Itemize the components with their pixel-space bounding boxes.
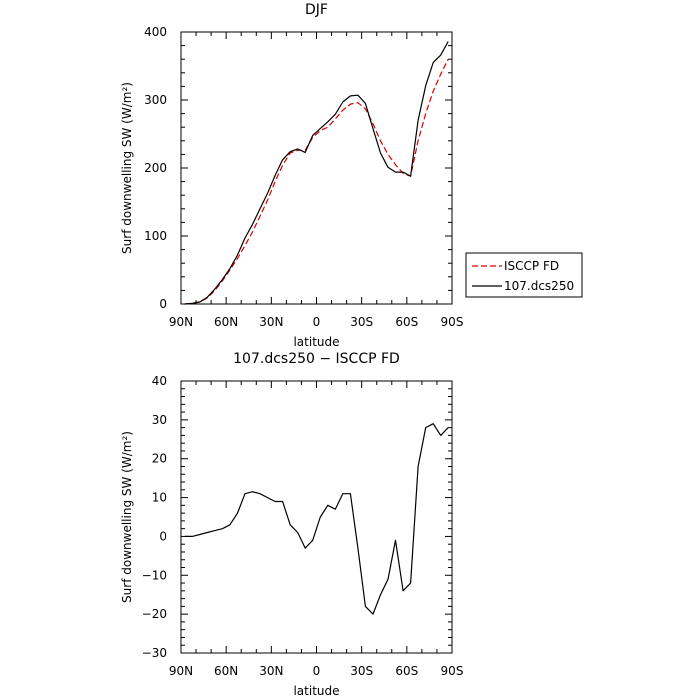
legend-box [465,252,583,298]
y-tick-label: 0 [159,297,167,311]
x-tick-label: 90N [169,315,193,329]
x-tick-label: 90N [169,664,193,678]
x-tick-label: 30N [259,315,283,329]
y-tick-label: 100 [144,229,167,243]
y-tick-label: 0 [159,529,167,543]
y-axis-label: Surf downwelling SW (W/m²) [120,431,134,603]
chart-2: 90N 60N 30N 0 30S 60S 90S −30 −20 −10 0 10 20 30 40 107… [120,351,463,698]
x-tick-label: 30S [350,315,373,329]
y-tick-label: 40 [152,374,167,388]
y-tick-label: 20 [152,452,167,466]
series-line-isccp-fd [184,58,449,305]
x-tick-label: 90S [441,664,464,678]
chart-title: DJF [305,2,328,18]
plot-frame [180,380,453,654]
y-tick-label: 10 [152,491,167,505]
x-tick-label: 30N [259,664,283,678]
series-line [184,423,449,615]
x-tick-label: 60S [395,315,418,329]
chart-1: 90N 60N 30N 0 30S 60S 90S 0 100 200 300 400 DJF latit… [120,2,583,349]
chart-title: 107.dcs250 − ISCCP FD [233,351,400,367]
x-tick-label: 60N [214,664,238,678]
x-tick-label: 0 [313,315,321,329]
x-tick-label: 0 [313,664,321,678]
x-axis-label: latitude [293,684,339,698]
y-tick-label: 400 [144,25,167,39]
x-tick-label: 90S [441,315,464,329]
legend-label: ISCCP FD [504,259,559,273]
x-tick-label: 60N [214,315,238,329]
legend-label: 107.dcs250 [504,279,574,293]
y-tick-label: 30 [152,413,167,427]
legend: ISCCP FD 107.dcs250 [465,252,583,298]
y-tick-label: 300 [144,93,167,107]
x-axis-label: latitude [293,335,339,349]
y-tick-label: −10 [142,568,167,582]
y-tick-label: 200 [144,161,167,175]
y-axis-label: Surf downwelling SW (W/m²) [120,82,134,254]
y-tick-label: −20 [142,607,167,621]
y-tick-label: −30 [142,646,167,660]
x-tick-label: 60S [395,664,418,678]
x-tick-label: 30S [350,664,373,678]
series-line-107-dcs250 [184,41,449,305]
